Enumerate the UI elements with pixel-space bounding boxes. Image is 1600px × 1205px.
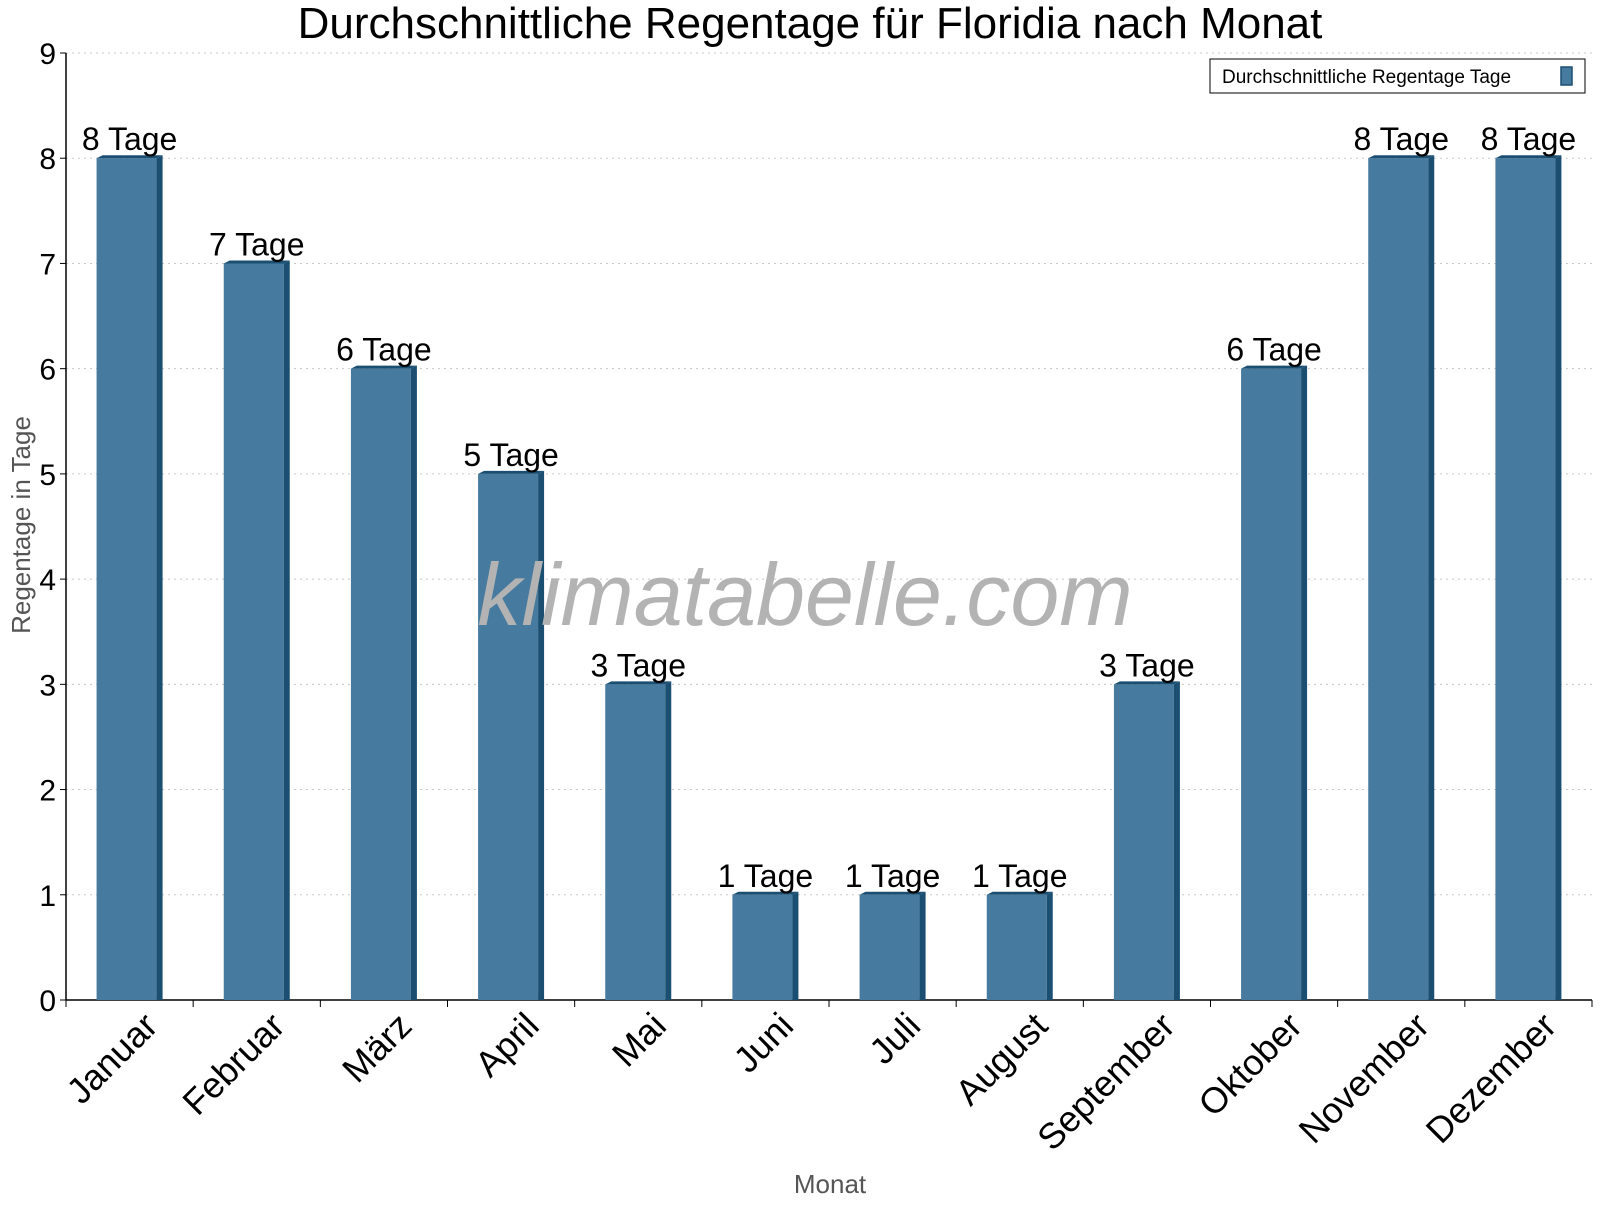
bar-top (223, 260, 290, 264)
y-tick-label: 3 (39, 669, 56, 702)
bar (478, 470, 545, 1000)
bar-face (350, 368, 411, 1001)
x-tick-label: Mai (604, 1005, 674, 1075)
bar (350, 365, 417, 1001)
bar (1241, 365, 1308, 1001)
x-tick-label: Juli (861, 1005, 928, 1072)
bar-top (605, 681, 672, 685)
bar-top (1113, 681, 1180, 685)
bar (1113, 681, 1180, 1000)
data-label: 5 Tage (463, 437, 559, 473)
bar (859, 891, 926, 1000)
y-tick-label: 5 (39, 459, 56, 492)
bar-side (156, 155, 163, 1000)
bar-side (283, 260, 290, 1000)
legend-swatch (1560, 66, 1573, 86)
bar-top (1495, 155, 1562, 159)
data-label: 3 Tage (1099, 647, 1195, 683)
x-tick-label: Dezember (1418, 1005, 1564, 1151)
bar-side (665, 681, 672, 1000)
bar (223, 260, 290, 1000)
chart-title: Durchschnittliche Regentage für Floridia… (298, 0, 1323, 48)
data-label: 8 Tage (1481, 121, 1577, 157)
bar-face (1241, 368, 1302, 1001)
data-label: 8 Tage (1354, 121, 1450, 157)
bar-top (1368, 155, 1435, 159)
watermark: klimatabelle.com (477, 545, 1132, 644)
data-label: 6 Tage (336, 332, 432, 368)
x-tick-label: Oktober (1190, 1005, 1310, 1125)
bar-face (1495, 158, 1556, 1000)
bar (1495, 155, 1562, 1000)
bar-side (1555, 155, 1562, 1000)
bar-top (859, 891, 926, 895)
y-tick-label: 0 (39, 985, 56, 1018)
bar-face (478, 473, 539, 1000)
y-tick-label: 1 (39, 880, 56, 913)
data-label: 1 Tage (845, 858, 941, 894)
data-label: 8 Tage (82, 121, 178, 157)
legend: Durchschnittliche Regentage Tage (1209, 58, 1586, 94)
data-labels: 8 Tage 7 Tage 6 Tage 5 Tage 3 Tage 1 Tage 1 Ta… (82, 121, 1576, 894)
x-tick-label: August (947, 1005, 1055, 1113)
bar-side (538, 470, 545, 1000)
legend-box (1209, 58, 1586, 94)
bar-face (732, 894, 793, 1000)
bar-side (919, 891, 926, 1000)
x-tick-label: Februar (174, 1005, 292, 1123)
y-tick-label: 4 (39, 564, 56, 597)
bar-side (1301, 365, 1308, 1001)
bar-top (986, 891, 1053, 895)
bar-side (1173, 681, 1180, 1000)
data-label: 1 Tage (972, 858, 1068, 894)
bar-face (96, 158, 157, 1000)
bar-face (859, 894, 920, 1000)
grid-lines (66, 52, 1592, 896)
x-tick-label: März (334, 1005, 420, 1091)
bar-face (1368, 158, 1429, 1000)
bar-face (223, 263, 284, 1000)
bar (732, 891, 799, 1000)
bar-top (96, 155, 163, 159)
bar-top (732, 891, 799, 895)
bar-top (350, 365, 417, 369)
x-tick-label: April (467, 1005, 547, 1085)
data-label: 1 Tage (718, 858, 814, 894)
bar (986, 891, 1053, 1000)
bar (605, 681, 672, 1000)
data-label: 6 Tage (1226, 332, 1322, 368)
bar-side (410, 365, 417, 1001)
bar-side (1046, 891, 1053, 1000)
x-tick-label: November (1290, 1005, 1436, 1151)
bar-side (792, 891, 799, 1000)
bar (1368, 155, 1435, 1000)
data-label: 3 Tage (591, 647, 687, 683)
data-label: 7 Tage (209, 226, 305, 262)
bar-top (478, 470, 545, 474)
y-tick-label: 7 (39, 248, 56, 281)
y-tick-label: 9 (39, 38, 56, 71)
bar-face (986, 894, 1047, 1000)
legend-label: Durchschnittliche Regentage Tage (1222, 67, 1511, 88)
x-tick-label: Juni (725, 1005, 801, 1081)
x-tick-label: September (1029, 1005, 1183, 1159)
bar (96, 155, 163, 1000)
bar-side (1428, 155, 1435, 1000)
y-tick-label: 8 (39, 143, 56, 176)
bar-top (1241, 365, 1308, 369)
y-tick-label: 6 (39, 354, 56, 387)
bar-face (1113, 684, 1174, 1000)
bar-face (605, 684, 666, 1000)
bars (96, 155, 1562, 1001)
y-axis-title: Regentage in Tage (6, 416, 36, 634)
x-axis-title: Monat (794, 1169, 867, 1199)
x-tick-label: Januar (58, 1005, 165, 1112)
y-tick-label: 2 (39, 775, 56, 808)
